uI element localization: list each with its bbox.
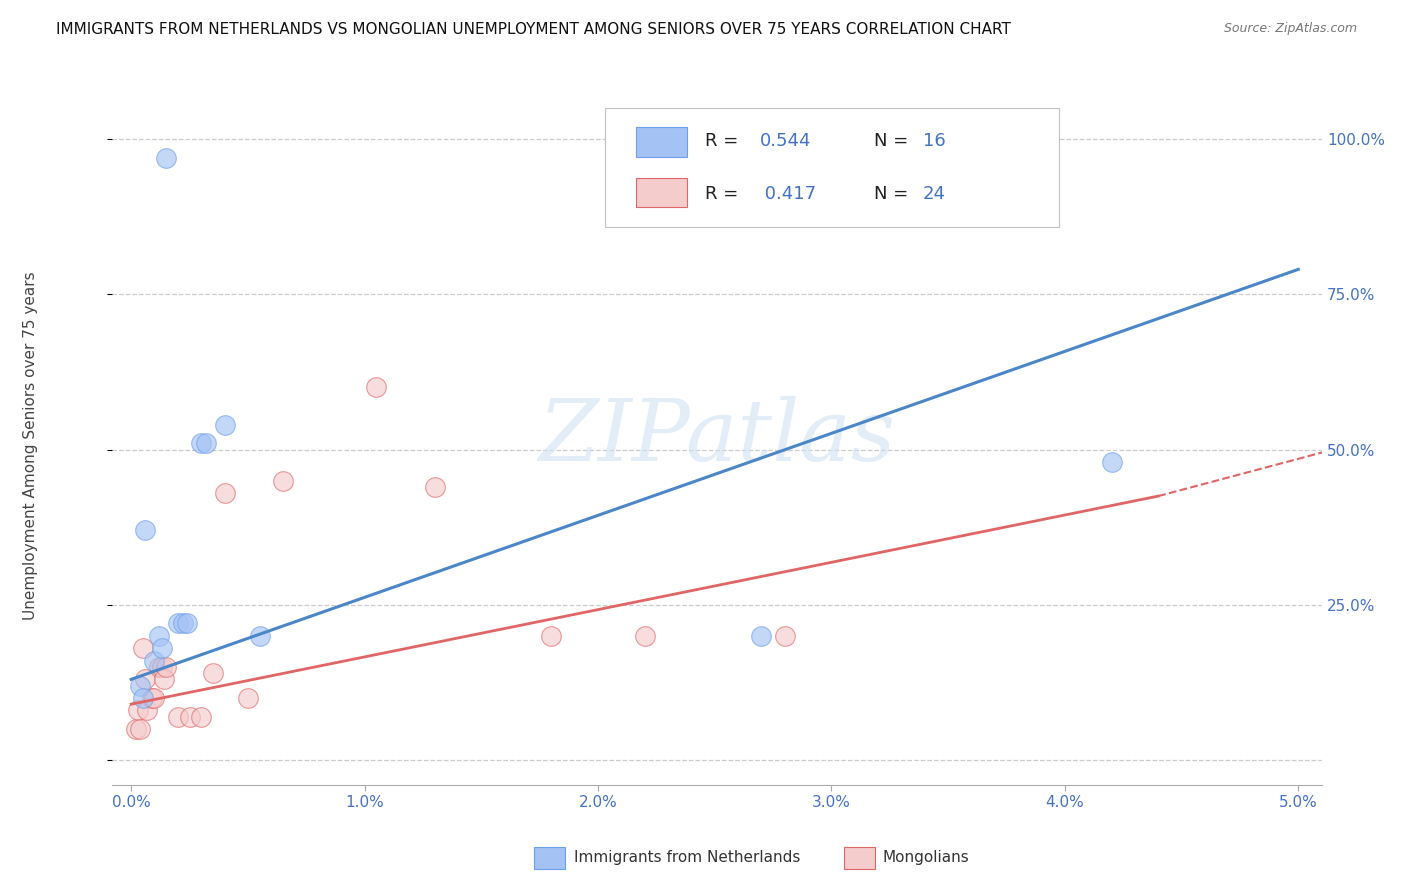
Point (155, 660, 177, 674)
Point (201, 666, 224, 681)
Text: R =: R = (704, 185, 744, 202)
Point (134, 673, 156, 687)
Point (132, 690, 155, 705)
Point (148, 629, 170, 643)
Point (1101, 455, 1123, 469)
Point (172, 616, 194, 631)
Text: Mongolians: Mongolians (883, 850, 970, 864)
FancyBboxPatch shape (636, 128, 686, 157)
FancyBboxPatch shape (636, 178, 686, 208)
Text: 0.417: 0.417 (759, 185, 817, 202)
Point (136, 703, 159, 717)
Point (150, 641, 173, 656)
Point (127, 703, 149, 717)
Point (236, 690, 259, 705)
Point (214, 417, 236, 432)
Text: 16: 16 (922, 132, 945, 151)
Text: Source: ZipAtlas.com: Source: ZipAtlas.com (1223, 22, 1357, 36)
Text: Unemployment Among Seniors over 75 years: Unemployment Among Seniors over 75 years (24, 272, 38, 620)
Text: 0.544: 0.544 (759, 132, 811, 151)
Point (179, 709, 201, 723)
Point (129, 679, 152, 693)
Point (132, 641, 155, 656)
Text: Immigrants from Netherlands: Immigrants from Netherlands (574, 850, 800, 864)
Point (773, 629, 796, 643)
Point (271, 474, 294, 488)
Point (166, 709, 188, 723)
Text: 24: 24 (922, 185, 946, 202)
Point (249, 629, 271, 643)
Point (143, 654, 166, 668)
Point (129, 722, 152, 736)
Point (150, 660, 173, 674)
Point (155, 151, 177, 165)
Point (176, 616, 198, 631)
Point (134, 523, 156, 537)
Text: IMMIGRANTS FROM NETHERLANDS VS MONGOLIAN UNEMPLOYMENT AMONG SENIORS OVER 75 YEAR: IMMIGRANTS FROM NETHERLANDS VS MONGOLIAN… (56, 22, 1011, 37)
Text: ZIPatlas: ZIPatlas (538, 396, 896, 478)
Point (194, 436, 217, 450)
Text: N =: N = (875, 185, 914, 202)
Point (143, 690, 166, 705)
Point (540, 629, 562, 643)
Point (634, 629, 657, 643)
Point (423, 480, 446, 494)
Point (190, 709, 212, 723)
Text: R =: R = (704, 132, 744, 151)
Point (366, 380, 388, 394)
Point (166, 616, 188, 631)
Point (190, 436, 212, 450)
Point (214, 486, 236, 500)
Point (148, 660, 170, 674)
Text: N =: N = (875, 132, 914, 151)
Point (125, 722, 148, 736)
Point (153, 673, 176, 687)
FancyBboxPatch shape (605, 108, 1059, 227)
Point (751, 629, 773, 643)
Point (141, 690, 163, 705)
